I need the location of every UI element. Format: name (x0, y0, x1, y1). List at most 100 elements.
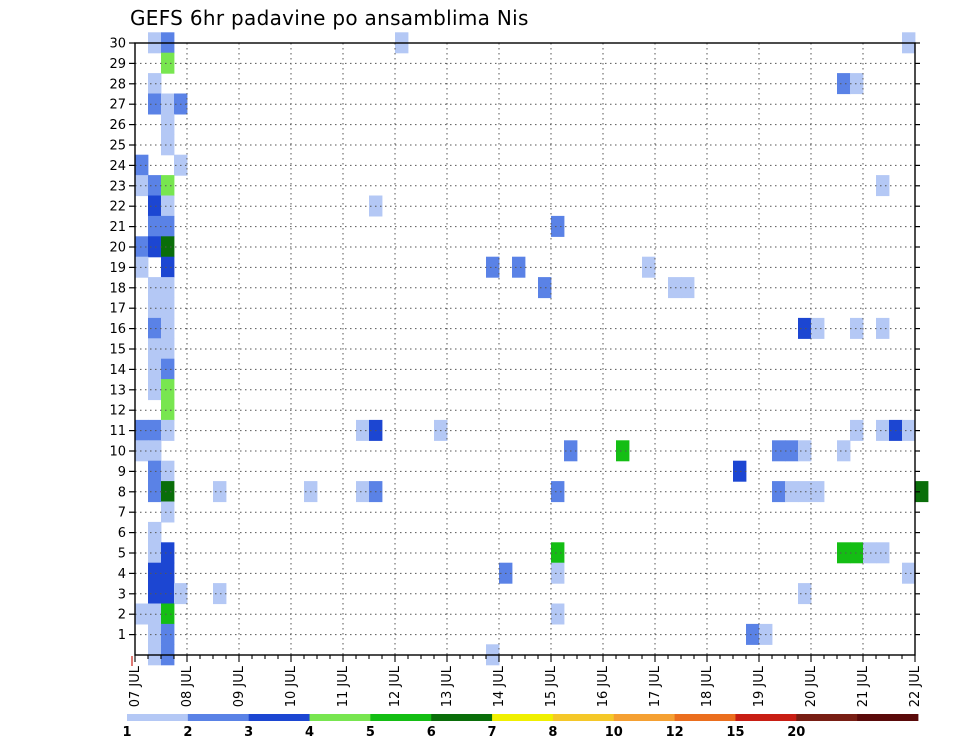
x-tick-label: 10 JUL (284, 665, 299, 707)
heatmap-cell (161, 215, 175, 237)
heatmap-cell (148, 419, 162, 441)
x-tick-label: 17 JUL (648, 665, 663, 707)
heatmap-cell (551, 562, 565, 584)
colorbar-swatch (248, 714, 310, 721)
heatmap-cell (798, 440, 812, 462)
heatmap-cell (135, 154, 149, 176)
heatmap-cell (616, 440, 630, 462)
colorbar-swatch (857, 714, 919, 721)
colorbar-label: 20 (787, 725, 805, 740)
heatmap-cell (148, 277, 162, 299)
heatmap-cell (785, 440, 799, 462)
heatmap-cell (837, 73, 851, 95)
y-tick-label: 28 (109, 77, 126, 92)
x-tick-label: 18 JUL (700, 665, 715, 707)
colorbar-label: 7 (488, 725, 497, 740)
colorbar-swatch (187, 714, 250, 721)
heatmap-cell (148, 603, 162, 625)
colorbar-label: 3 (244, 725, 253, 740)
heatmap-cell (811, 481, 825, 503)
heatmap-cell (161, 317, 175, 339)
heatmap-cell (161, 52, 175, 74)
colorbar-swatch (674, 714, 736, 721)
heatmap-cell (681, 277, 695, 299)
heatmap-cell (135, 175, 149, 197)
heatmap-cell (161, 399, 175, 421)
y-tick-label: 22 (109, 200, 126, 215)
heatmap-cell (135, 236, 149, 258)
colorbar-label: 5 (366, 725, 375, 740)
heatmap-cell (161, 134, 175, 156)
y-tick-label: 27 (109, 98, 126, 113)
heatmap-cell (785, 481, 799, 503)
heatmap-cell (161, 195, 175, 217)
colorbar-legend: 1 2 3 4 5 6 7 8 10 12 15 20 (122, 714, 919, 740)
heatmap-cell (148, 338, 162, 360)
x-tick-label: 21 JUL (856, 665, 871, 707)
heatmap-cell (135, 256, 149, 278)
x-axis: 07 JUL 08 JUL 09 JUL 10 JUL 11 JUL 12 JUL 13 J… (128, 655, 923, 707)
colorbar-swatch (492, 714, 554, 721)
y-tick-label: 17 (109, 302, 126, 317)
y-tick-label: 18 (109, 281, 126, 296)
heatmap-cell (161, 562, 175, 584)
colorbar-swatch (735, 714, 797, 721)
x-tick-label: 12 JUL (388, 665, 403, 707)
heatmap-cell (551, 542, 565, 564)
y-tick-label: 15 (109, 343, 126, 358)
heatmap-cell (148, 358, 162, 380)
heatmap-cell (148, 73, 162, 95)
heatmap-cell (161, 542, 175, 564)
y-tick-label: 5 (118, 547, 126, 562)
colorbar-label: 4 (305, 725, 314, 740)
heatmap-cell (512, 256, 526, 278)
heatmap-cell (161, 603, 175, 625)
heatmap-cell (538, 277, 552, 299)
heatmap-cell (668, 277, 682, 299)
heatmap-cell (161, 338, 175, 360)
heatmap-cell (356, 419, 370, 441)
heatmap-cell (915, 481, 929, 503)
x-tick-label: 20 JUL (804, 665, 819, 707)
heatmap-cell (798, 317, 812, 339)
heatmap-cell (148, 623, 162, 645)
heatmap-cell (798, 481, 812, 503)
heatmap-cell (148, 195, 162, 217)
heatmap-cell (148, 521, 162, 543)
heatmap-cell (161, 501, 175, 523)
colorbar-swatch (370, 714, 432, 721)
x-tick-label: 19 JUL (752, 665, 767, 707)
y-tick-label: 3 (118, 587, 126, 602)
heatmap-cell (161, 460, 175, 482)
heatmap-cell (148, 215, 162, 237)
colorbar-label: 8 (548, 725, 557, 740)
heatmap-cell (148, 236, 162, 258)
heatmap-cell (161, 175, 175, 197)
heatmap-cell (863, 542, 877, 564)
colorbar-label: 1 (122, 725, 131, 740)
colorbar-swatch (127, 714, 189, 721)
chart-title: GEFS 6hr padavine po ansamblima Nis (130, 6, 529, 30)
heatmap-cell (148, 93, 162, 115)
x-tick-label: 15 JUL (544, 665, 559, 707)
heatmap-cell (135, 419, 149, 441)
heatmap-cell (161, 481, 175, 503)
colorbar-label: 6 (427, 725, 436, 740)
heatmap-cell (161, 583, 175, 605)
y-tick-label: 19 (109, 261, 126, 276)
heatmap-cell (746, 623, 760, 645)
heatmap-cell (213, 481, 227, 503)
y-tick-label: 7 (118, 506, 126, 521)
y-tick-label: 10 (109, 445, 126, 460)
heatmap-cell (850, 542, 864, 564)
heatmap-cell (148, 297, 162, 319)
y-tick-label: 13 (109, 383, 126, 398)
y-tick-label: 30 (109, 37, 126, 52)
x-tick-label: 14 JUL (492, 665, 507, 707)
heatmap-cell (161, 379, 175, 401)
x-tick-label: 16 JUL (596, 665, 611, 707)
y-tick-label: 25 (109, 139, 126, 154)
heatmap-cell (161, 623, 175, 645)
heatmap-cell (356, 481, 370, 503)
